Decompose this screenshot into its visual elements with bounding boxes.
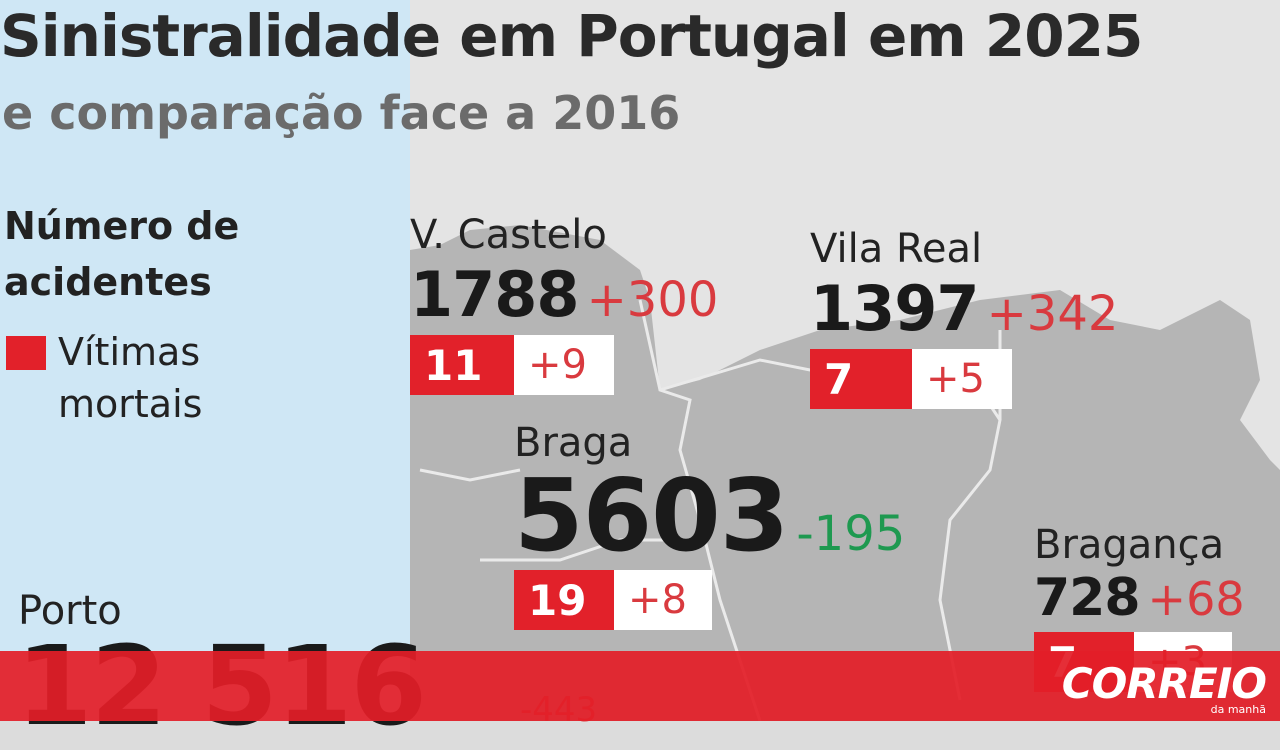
accidents-count: 728 — [1034, 568, 1141, 628]
district-accidents-row: 5603 -195 — [514, 466, 905, 566]
district-name: V. Castelo — [410, 212, 607, 258]
deaths-change: +9 — [514, 335, 614, 395]
district-vila-real: Vila Real 1397 +342 7 +5 — [810, 226, 1118, 409]
deaths-count: 11 — [410, 335, 514, 395]
accidents-change: -195 — [796, 506, 906, 562]
district-name-porto: Porto — [18, 588, 122, 634]
page-title: Sinistralidade em Portugal em 2025 — [0, 2, 1143, 70]
district-accidents-row: 1788 +300 — [410, 258, 718, 331]
district-border — [419, 468, 521, 482]
district-name: Vila Real — [810, 226, 983, 272]
correio-logo[interactable]: CORREIO da manhã — [1061, 659, 1267, 716]
deaths-change: +8 — [614, 570, 712, 630]
deaths-count: 19 — [514, 570, 614, 630]
district-braga: Braga 5603 -195 19 +8 — [514, 420, 905, 630]
district-name: Braga — [514, 420, 633, 466]
deaths-count: 7 — [810, 349, 912, 409]
deaths-change: +5 — [912, 349, 1012, 409]
logo-subtext: da manhã — [1210, 703, 1266, 716]
district-border — [480, 538, 680, 562]
legend-deaths-label: Vítimas mortais — [58, 330, 203, 426]
deaths-box: 11 +9 — [410, 335, 718, 395]
legend-title: Número de acidentes — [4, 204, 240, 304]
accidents-count: 1788 — [410, 258, 580, 331]
district-accidents-row: 1397 +342 — [810, 272, 1118, 345]
logo-text: CORREIO — [1061, 659, 1267, 708]
accidents-count: 1397 — [810, 272, 980, 345]
footer-banner — [0, 651, 1280, 721]
page-subtitle: e comparação face a 2016 — [2, 86, 681, 140]
district-name: Bragança — [1034, 522, 1225, 568]
deaths-box: 7 +5 — [810, 349, 1118, 409]
accidents-count: 5603 — [514, 457, 789, 574]
accidents-change: +300 — [586, 272, 719, 328]
deaths-box: 19 +8 — [514, 570, 905, 630]
district-v-castelo: V. Castelo 1788 +300 11 +9 — [410, 212, 718, 395]
accidents-change: +68 — [1147, 572, 1245, 626]
accidents-change: +342 — [986, 286, 1119, 342]
district-accidents-row: 728 +68 — [1034, 568, 1245, 628]
legend-swatch — [6, 336, 46, 370]
sea-area — [0, 0, 410, 721]
